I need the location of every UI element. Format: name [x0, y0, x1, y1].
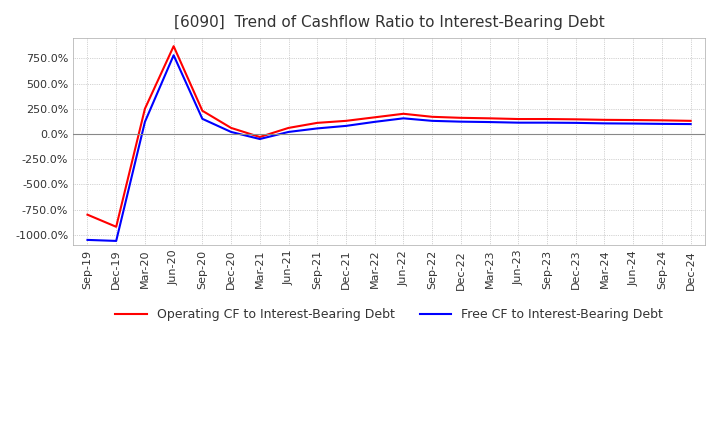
- Free CF to Interest-Bearing Debt: [657, 121, 666, 127]
- Free CF to Interest-Bearing Debt: [140, 119, 149, 125]
- Operating CF to Interest-Bearing Debt: [572, 117, 580, 122]
- Operating CF to Interest-Bearing Debt: [342, 118, 351, 124]
- Operating CF to Interest-Bearing Debt: [169, 44, 178, 49]
- Free CF to Interest-Bearing Debt: [543, 120, 552, 125]
- Free CF to Interest-Bearing Debt: [629, 121, 637, 126]
- Operating CF to Interest-Bearing Debt: [514, 117, 523, 122]
- Free CF to Interest-Bearing Debt: [600, 121, 609, 126]
- Free CF to Interest-Bearing Debt: [169, 53, 178, 58]
- Free CF to Interest-Bearing Debt: [284, 129, 293, 135]
- Operating CF to Interest-Bearing Debt: [198, 108, 207, 114]
- Operating CF to Interest-Bearing Debt: [313, 120, 322, 125]
- Free CF to Interest-Bearing Debt: [198, 116, 207, 121]
- Free CF to Interest-Bearing Debt: [456, 119, 465, 124]
- Free CF to Interest-Bearing Debt: [342, 123, 351, 128]
- Free CF to Interest-Bearing Debt: [227, 129, 235, 135]
- Free CF to Interest-Bearing Debt: [313, 126, 322, 131]
- Line: Free CF to Interest-Bearing Debt: Free CF to Interest-Bearing Debt: [87, 55, 690, 241]
- Operating CF to Interest-Bearing Debt: [256, 134, 264, 139]
- Line: Operating CF to Interest-Bearing Debt: Operating CF to Interest-Bearing Debt: [87, 46, 690, 227]
- Operating CF to Interest-Bearing Debt: [686, 118, 695, 124]
- Free CF to Interest-Bearing Debt: [370, 119, 379, 125]
- Operating CF to Interest-Bearing Debt: [399, 111, 408, 117]
- Operating CF to Interest-Bearing Debt: [284, 125, 293, 131]
- Operating CF to Interest-Bearing Debt: [112, 224, 120, 229]
- Operating CF to Interest-Bearing Debt: [140, 106, 149, 111]
- Free CF to Interest-Bearing Debt: [572, 120, 580, 125]
- Title: [6090]  Trend of Cashflow Ratio to Interest-Bearing Debt: [6090] Trend of Cashflow Ratio to Intere…: [174, 15, 604, 30]
- Operating CF to Interest-Bearing Debt: [428, 114, 436, 119]
- Free CF to Interest-Bearing Debt: [485, 119, 494, 125]
- Free CF to Interest-Bearing Debt: [83, 237, 91, 242]
- Free CF to Interest-Bearing Debt: [514, 120, 523, 125]
- Free CF to Interest-Bearing Debt: [428, 118, 436, 124]
- Legend: Operating CF to Interest-Bearing Debt, Free CF to Interest-Bearing Debt: Operating CF to Interest-Bearing Debt, F…: [110, 303, 667, 326]
- Operating CF to Interest-Bearing Debt: [456, 115, 465, 121]
- Free CF to Interest-Bearing Debt: [686, 121, 695, 127]
- Operating CF to Interest-Bearing Debt: [629, 117, 637, 123]
- Free CF to Interest-Bearing Debt: [399, 116, 408, 121]
- Free CF to Interest-Bearing Debt: [112, 238, 120, 244]
- Operating CF to Interest-Bearing Debt: [600, 117, 609, 122]
- Operating CF to Interest-Bearing Debt: [370, 115, 379, 120]
- Operating CF to Interest-Bearing Debt: [543, 117, 552, 122]
- Operating CF to Interest-Bearing Debt: [485, 116, 494, 121]
- Operating CF to Interest-Bearing Debt: [657, 118, 666, 123]
- Operating CF to Interest-Bearing Debt: [227, 125, 235, 131]
- Free CF to Interest-Bearing Debt: [256, 136, 264, 142]
- Operating CF to Interest-Bearing Debt: [83, 212, 91, 217]
